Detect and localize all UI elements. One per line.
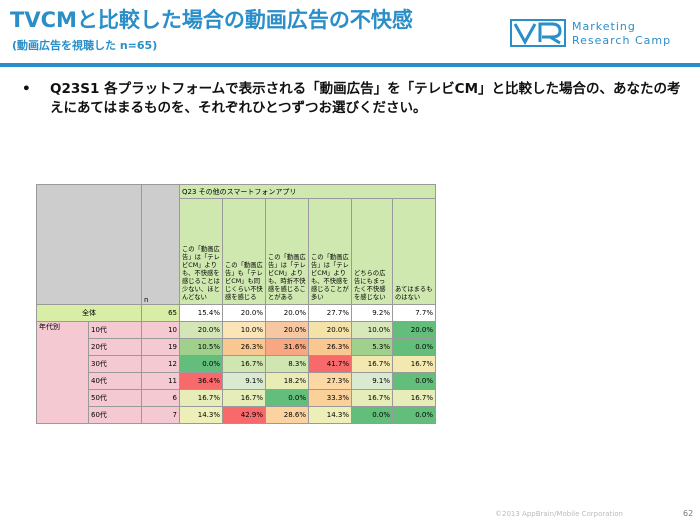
column-header: あてはまるものはない	[392, 198, 436, 305]
table-cell: 20.0%	[308, 321, 352, 339]
table-row: 30代 12 0.0% 16.7% 8.3% 41.7% 16.7% 16.7%	[37, 355, 436, 373]
table-cell: 27.7%	[308, 304, 352, 322]
column-header: この「動画広告」は「テレビCM」よりも、不快感を感じることが多い	[308, 198, 352, 305]
table-cell: 9.1%	[351, 372, 393, 390]
table-cell: 28.6%	[265, 406, 309, 424]
row-label: 40代	[88, 372, 142, 390]
table-cell: 15.4%	[179, 304, 223, 322]
table-row: 年代別 10代 10 20.0% 10.0% 20.0% 20.0% 10.0%…	[36, 321, 436, 424]
table-cell: 27.3%	[308, 372, 352, 390]
row-label: 20代	[88, 338, 142, 356]
column-header: この「動画広告」は「テレビCM」よりも、不快感を感じることは少ない、ほとんどない	[179, 198, 223, 305]
table-corner	[36, 184, 142, 305]
brand-name-line2: Research Camp	[572, 34, 672, 47]
table-row: 20代 19 10.5% 26.3% 31.6% 26.3% 5.3% 0.0%	[37, 338, 436, 356]
table-cell: 20.0%	[392, 321, 436, 339]
row-n: 6	[141, 389, 180, 407]
question-block: • Q23S1 各プラットフォームで表示される「動画広告」を「テレビCM」と比較…	[22, 80, 690, 118]
row-label: 全体	[36, 304, 142, 322]
row-n: 12	[141, 355, 180, 373]
table-cell: 42.9%	[222, 406, 266, 424]
table-cell: 16.7%	[351, 355, 393, 373]
table-cell: 20.0%	[222, 304, 266, 322]
table-cell: 10.5%	[179, 338, 223, 356]
table-cell: 10.0%	[222, 321, 266, 339]
column-header: この「動画広告」も「テレビCM」も同じくらい不快感を感じる	[222, 198, 266, 305]
table-cell: 9.1%	[222, 372, 266, 390]
table-cell: 18.2%	[265, 372, 309, 390]
page-number: 62	[683, 509, 694, 518]
row-n: 10	[141, 321, 180, 339]
age-group-label: 年代別	[36, 321, 89, 424]
table-cell: 5.3%	[351, 338, 393, 356]
table-cell: 20.0%	[179, 321, 223, 339]
table-cell: 26.3%	[308, 338, 352, 356]
table-cell: 14.3%	[179, 406, 223, 424]
row-label: 30代	[88, 355, 142, 373]
table-cell: 33.3%	[308, 389, 352, 407]
table-row: 50代 6 16.7% 16.7% 0.0% 33.3% 16.7% 16.7%	[37, 389, 436, 407]
brand-logo	[510, 19, 566, 47]
table-cell: 26.3%	[222, 338, 266, 356]
table-cell: 16.7%	[222, 389, 266, 407]
row-label: 50代	[88, 389, 142, 407]
results-table: n Q23 その他のスマートフォンアプリ この「動画広告」は「テレビCM」よりも…	[36, 184, 436, 424]
row-label: 60代	[88, 406, 142, 424]
row-label: 10代	[88, 321, 142, 339]
row-n: 11	[141, 372, 180, 390]
table-cell: 14.3%	[308, 406, 352, 424]
page-title: TVCMと比較した場合の動画広告の不快感	[10, 8, 413, 32]
header-divider	[0, 63, 700, 67]
table-cell: 0.0%	[351, 406, 393, 424]
row-n: 65	[141, 304, 180, 322]
table-cell: 0.0%	[392, 372, 436, 390]
table-cell: 16.7%	[179, 389, 223, 407]
table-cell: 0.0%	[392, 406, 436, 424]
table-cell: 0.0%	[265, 389, 309, 407]
table-cell: 36.4%	[179, 372, 223, 390]
table-cell: 16.7%	[351, 389, 393, 407]
page-subtitle: (動画広告を視聴した n=65)	[12, 39, 158, 52]
row-n: 19	[141, 338, 180, 356]
table-cell: 16.7%	[392, 355, 436, 373]
table-cell: 0.0%	[179, 355, 223, 373]
table-cell: 16.7%	[222, 355, 266, 373]
group-header: Q23 その他のスマートフォンアプリ	[179, 184, 436, 199]
table-cell: 20.0%	[265, 304, 309, 322]
table-row: 40代 11 36.4% 9.1% 18.2% 27.3% 9.1% 0.0%	[37, 372, 436, 390]
brand-name-line1: Marketing	[572, 20, 636, 33]
brand-name: Marketing Research Camp	[572, 20, 671, 48]
table-cell: 0.0%	[392, 338, 436, 356]
copyright: ©2013 AppBrain/Mobile Corporation	[495, 510, 623, 518]
question-text: Q23S1 各プラットフォームで表示される「動画広告」を「テレビCM」と比較した…	[50, 81, 681, 116]
table-cell: 10.0%	[351, 321, 393, 339]
row-n: 7	[141, 406, 180, 424]
table-cell: 8.3%	[265, 355, 309, 373]
table-row: 60代 7 14.3% 42.9% 28.6% 14.3% 0.0% 0.0%	[37, 406, 436, 424]
logo-mark-icon	[513, 22, 562, 46]
column-header: この「動画広告」は「テレビCM」よりも、時折不快感を感じることがある	[265, 198, 309, 305]
n-header: n	[141, 184, 180, 305]
table-cell: 31.6%	[265, 338, 309, 356]
table-cell: 7.7%	[392, 304, 436, 322]
column-header: どちらの広告にもまったく不快感を感じない	[351, 198, 393, 305]
bullet: •	[22, 81, 31, 97]
table-cell: 41.7%	[308, 355, 352, 373]
table-cell: 20.0%	[265, 321, 309, 339]
table-cell: 16.7%	[392, 389, 436, 407]
table-row-total: 全体 65 15.4% 20.0% 20.0% 27.7% 9.2% 7.7%	[36, 304, 436, 322]
table-cell: 9.2%	[351, 304, 393, 322]
